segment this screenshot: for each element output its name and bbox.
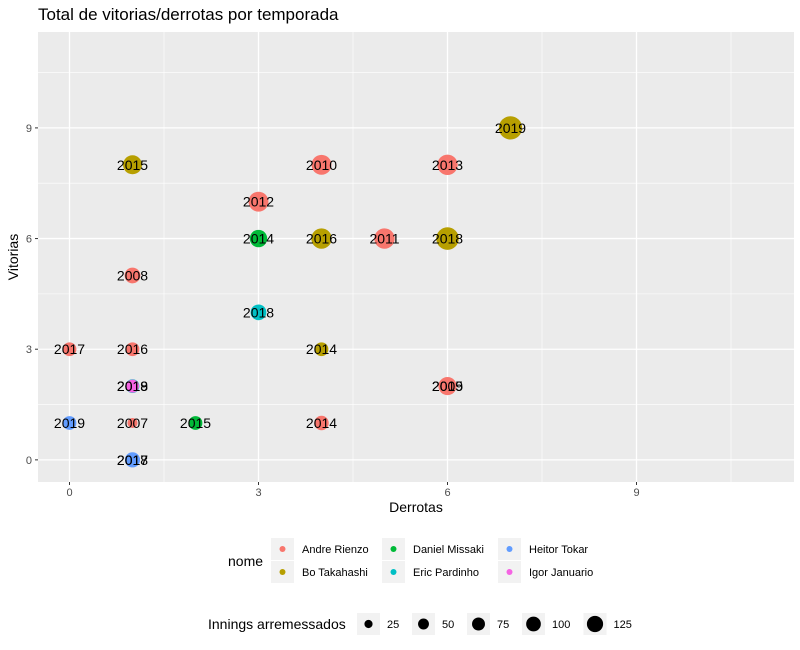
data-point (124, 267, 141, 284)
data-point (248, 191, 269, 212)
size-key-label: 75 (497, 619, 509, 631)
point-label: 2016 (117, 341, 148, 357)
data-point (188, 416, 203, 430)
legend-entry-label: Andre Rienzo (302, 544, 369, 556)
point-label: 2014 (243, 231, 274, 247)
legend-entry-label: Eric Pardinho (413, 567, 479, 579)
point-label: 2013 (432, 157, 463, 173)
axis-ticks: 0 3 6 9 0 3 6 9 (26, 123, 640, 499)
legend-key-swatch (506, 546, 513, 552)
legend-entry-label: Heitor Tokar (529, 544, 588, 556)
point-label: 2019 (117, 378, 148, 394)
point-labels: 2007 2008 2009 2010 2011 2012 2013 2014 2015 2016… (54, 120, 526, 468)
size-key-circle (586, 615, 604, 633)
data-point (127, 417, 138, 429)
data-point (498, 116, 523, 140)
legend-key-swatch (506, 569, 513, 575)
y-tick-label: 3 (26, 344, 32, 356)
chart-title: Total de vitorias/derrotas por temporada (38, 5, 339, 24)
point-label: 2017 (117, 452, 148, 468)
y-tick-label: 6 (26, 234, 32, 246)
x-axis-title: Derrotas (389, 499, 443, 515)
color-legend: nome Andre Rienzo Bo Takahashi Daniel Miss… (228, 538, 593, 583)
data-point (249, 229, 268, 248)
legend-key-swatch (279, 569, 286, 575)
data-point (125, 379, 140, 393)
point-label: 2015 (117, 157, 148, 173)
data-point (250, 304, 267, 321)
point-label: 2014 (306, 341, 337, 357)
data-point (62, 416, 77, 430)
plot-panel (38, 32, 794, 482)
data-point (62, 342, 77, 357)
x-tick-label: 6 (444, 487, 450, 499)
point-label: 2012 (243, 194, 274, 210)
grid-lines (38, 32, 794, 482)
data-point (311, 154, 332, 175)
point-label: 2019 (495, 120, 526, 136)
y-tick-label: 0 (26, 455, 32, 467)
legend-key-swatch (279, 546, 286, 552)
size-legend-title: Innings arremessados (208, 616, 346, 632)
data-point (374, 228, 395, 249)
point-label: 2015 (180, 415, 211, 431)
size-legend: Innings arremessados 25 50 75 100 125 (208, 613, 632, 635)
x-tick-label: 0 (66, 487, 72, 499)
point-label: 2011 (369, 231, 399, 247)
point-label: 2018 (243, 304, 274, 320)
legend-entry-label: Daniel Missaki (413, 544, 484, 556)
data-point (125, 342, 140, 357)
legend-entry-label: Igor Januario (529, 567, 593, 579)
size-key-label: 100 (552, 619, 570, 631)
data-points (62, 116, 523, 468)
size-key-label: 125 (614, 619, 632, 631)
size-key-circle (526, 616, 541, 632)
data-point (314, 342, 329, 357)
point-label: 2019 (54, 415, 85, 431)
point-label: 2014 (306, 415, 337, 431)
color-legend-title: nome (228, 553, 263, 569)
data-point (311, 228, 332, 249)
x-tick-label: 3 (255, 487, 261, 499)
point-label: 2016 (306, 231, 337, 247)
y-tick-label: 9 (26, 123, 32, 135)
point-label: 2018 (117, 378, 148, 394)
legend-key-swatch (390, 546, 397, 552)
legend-entry-label: Bo Takahashi (302, 567, 368, 579)
legend-key-swatch (390, 569, 397, 575)
point-label: 2017 (54, 341, 85, 357)
point-label: 2009 (432, 378, 463, 394)
size-key-circle (364, 619, 373, 629)
x-tick-label: 9 (633, 487, 639, 499)
data-point (437, 154, 458, 175)
data-point (314, 415, 329, 431)
point-label: 2018 (117, 452, 148, 468)
point-label: 2010 (306, 157, 337, 173)
data-point (438, 377, 457, 396)
size-key-circle (472, 617, 485, 631)
point-label: 2007 (117, 415, 148, 431)
data-point (436, 227, 459, 250)
data-point (124, 452, 141, 468)
data-point (123, 155, 142, 175)
size-key-label: 50 (442, 619, 454, 631)
point-label: 2018 (432, 231, 463, 247)
size-key-label: 25 (387, 619, 399, 631)
size-key-circle (418, 618, 429, 630)
point-label: 2008 (117, 267, 148, 283)
y-axis-title: Vitorias (5, 234, 21, 280)
point-label: 2015 (432, 378, 463, 394)
